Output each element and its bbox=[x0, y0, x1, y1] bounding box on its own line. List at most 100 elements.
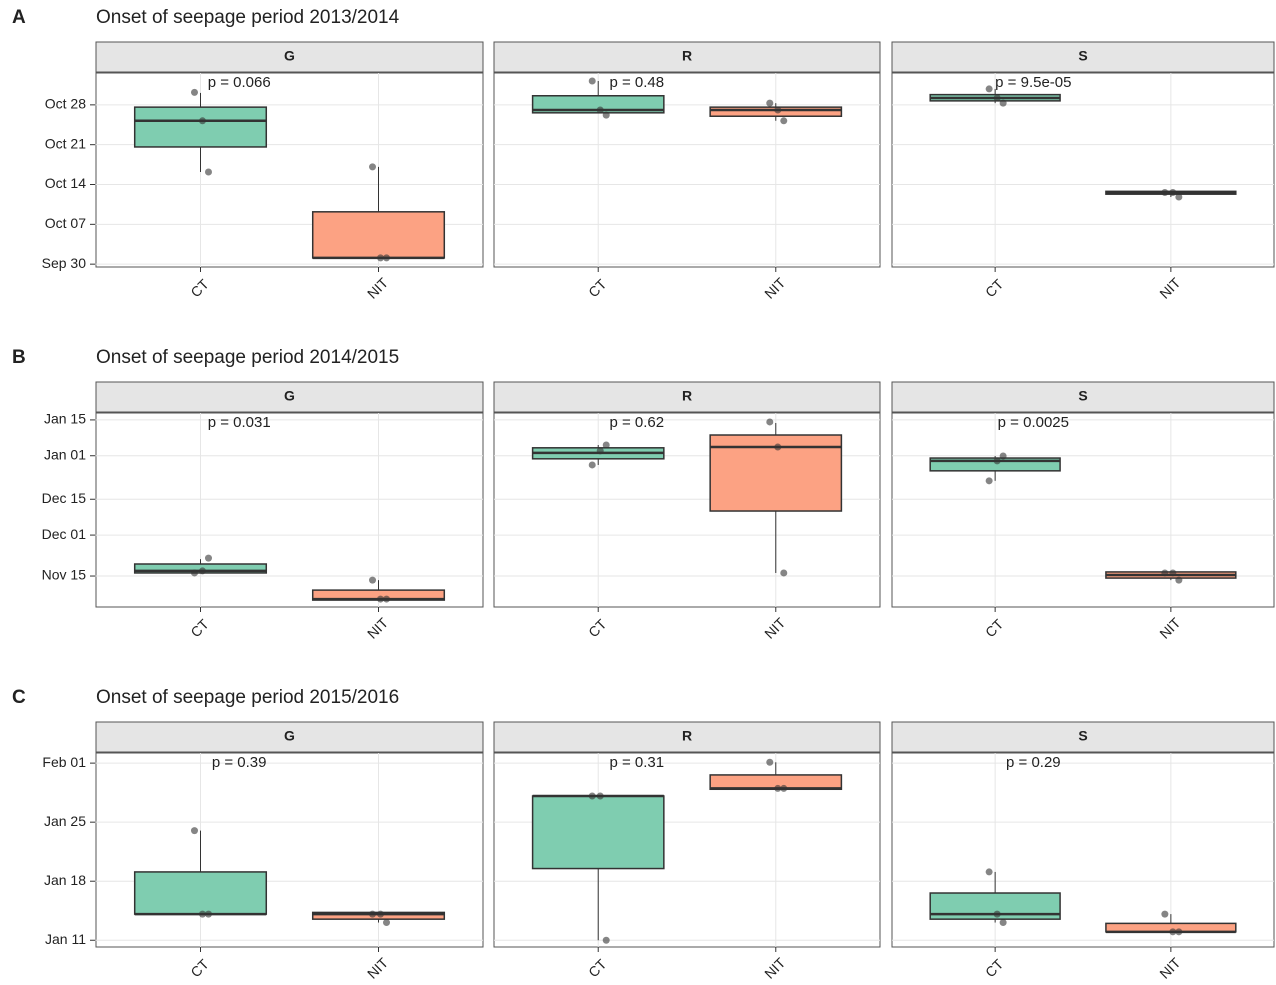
point bbox=[369, 576, 377, 584]
strip bbox=[95, 41, 484, 73]
panel-tag: A bbox=[12, 7, 26, 28]
y-tick-label: Jan 25 bbox=[44, 813, 86, 829]
point bbox=[1169, 569, 1177, 577]
point bbox=[369, 910, 377, 918]
p-value: p = 0.066 bbox=[208, 74, 271, 91]
point bbox=[774, 106, 782, 114]
box bbox=[133, 871, 268, 915]
y-tick-label: Oct 28 bbox=[45, 96, 86, 112]
strip-label: R bbox=[682, 388, 692, 404]
p-value: p = 0.31 bbox=[609, 754, 664, 771]
point bbox=[766, 99, 774, 107]
point bbox=[780, 784, 788, 792]
panel-title: Onset of seepage period 2013/2014 bbox=[96, 7, 400, 28]
point bbox=[1175, 928, 1183, 936]
point bbox=[204, 910, 212, 918]
strip bbox=[891, 41, 1275, 73]
point bbox=[602, 936, 610, 944]
x-tick-label: CT bbox=[982, 956, 1007, 981]
x-tick-label: NIT bbox=[761, 274, 789, 302]
point bbox=[766, 758, 774, 766]
p-value: p = 0.62 bbox=[609, 414, 664, 431]
point bbox=[383, 595, 391, 603]
panel bbox=[891, 72, 1275, 268]
panel-tag: C bbox=[12, 687, 26, 708]
point bbox=[1161, 910, 1169, 918]
point bbox=[999, 919, 1007, 927]
point bbox=[588, 461, 596, 469]
point bbox=[204, 554, 212, 562]
point bbox=[1175, 576, 1183, 584]
x-tick-label: NIT bbox=[761, 614, 789, 642]
panel-title: Onset of seepage period 2014/2015 bbox=[96, 347, 399, 368]
p-value: p = 0.031 bbox=[208, 414, 271, 431]
point bbox=[596, 792, 604, 800]
p-value: p = 9.5e-05 bbox=[995, 74, 1071, 91]
point bbox=[198, 567, 206, 575]
x-tick-label: NIT bbox=[364, 614, 392, 642]
point bbox=[198, 910, 206, 918]
point bbox=[204, 168, 212, 176]
point bbox=[1169, 928, 1177, 936]
y-tick-label: Jan 01 bbox=[44, 446, 86, 462]
panel bbox=[95, 412, 484, 608]
point bbox=[1161, 569, 1169, 577]
y-tick-label: Oct 14 bbox=[45, 175, 86, 191]
p-value: p = 0.29 bbox=[1006, 754, 1061, 771]
p-value: p = 0.39 bbox=[212, 754, 267, 771]
strip-label: G bbox=[284, 728, 295, 744]
point bbox=[190, 569, 198, 577]
point bbox=[1169, 188, 1177, 196]
box bbox=[133, 106, 268, 148]
point bbox=[780, 569, 788, 577]
point bbox=[602, 111, 610, 119]
y-tick-label: Feb 01 bbox=[42, 754, 86, 770]
y-tick-label: Nov 15 bbox=[42, 567, 87, 583]
y-tick-label: Jan 15 bbox=[44, 411, 86, 427]
point bbox=[985, 868, 993, 876]
strip-label: S bbox=[1078, 728, 1087, 744]
strip bbox=[493, 41, 881, 73]
y-tick-label: Oct 21 bbox=[45, 135, 86, 151]
strip bbox=[493, 381, 881, 413]
point bbox=[999, 452, 1007, 460]
point bbox=[1175, 193, 1183, 201]
panel-title: Onset of seepage period 2015/2016 bbox=[96, 687, 399, 708]
point bbox=[596, 106, 604, 114]
point bbox=[198, 117, 206, 125]
point bbox=[993, 94, 1001, 102]
x-tick-label: CT bbox=[187, 616, 212, 641]
p-value: p = 0.48 bbox=[609, 74, 664, 91]
x-tick-label: CT bbox=[187, 276, 212, 301]
strip-label: S bbox=[1078, 388, 1087, 404]
strip bbox=[493, 721, 881, 753]
point bbox=[588, 77, 596, 85]
y-tick-label: Oct 07 bbox=[45, 215, 86, 231]
point bbox=[993, 457, 1001, 465]
strip bbox=[95, 721, 484, 753]
y-tick-label: Jan 11 bbox=[45, 931, 86, 947]
x-tick-label: NIT bbox=[1156, 614, 1184, 642]
point bbox=[774, 784, 782, 792]
strip bbox=[891, 721, 1275, 753]
point bbox=[377, 910, 385, 918]
point bbox=[602, 441, 610, 449]
point bbox=[985, 85, 993, 93]
p-value: p = 0.0025 bbox=[998, 414, 1069, 431]
point bbox=[190, 88, 198, 96]
x-tick-label: CT bbox=[585, 276, 610, 301]
x-tick-label: CT bbox=[585, 956, 610, 981]
y-tick-label: Dec 15 bbox=[42, 490, 87, 506]
point bbox=[774, 443, 782, 451]
x-tick-label: NIT bbox=[1156, 954, 1184, 982]
strip-label: G bbox=[284, 48, 295, 64]
point bbox=[993, 910, 1001, 918]
point bbox=[383, 919, 391, 927]
point bbox=[190, 827, 198, 835]
point bbox=[999, 99, 1007, 107]
x-tick-label: CT bbox=[982, 616, 1007, 641]
point bbox=[985, 477, 993, 485]
x-tick-label: NIT bbox=[761, 954, 789, 982]
